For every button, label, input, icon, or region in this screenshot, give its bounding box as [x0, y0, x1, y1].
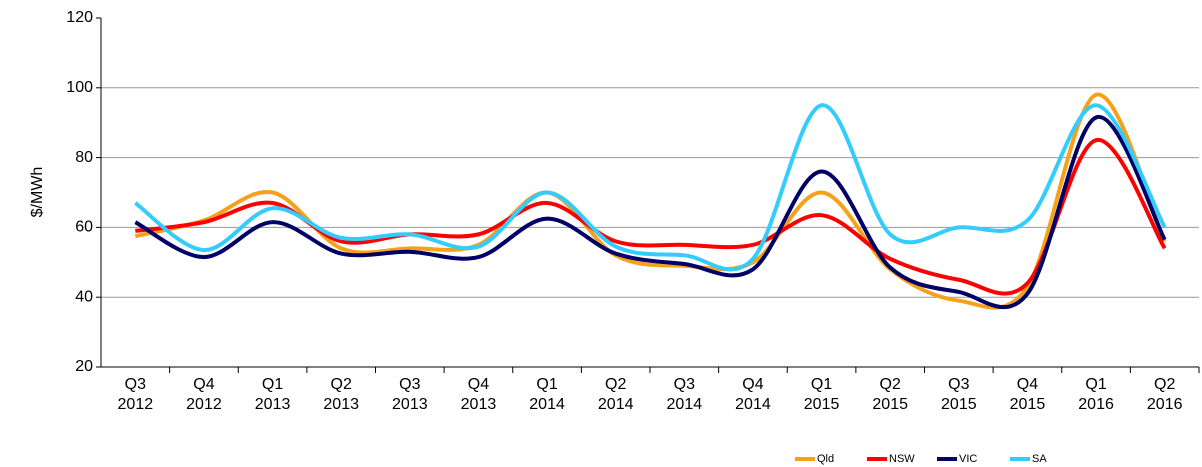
x-tick-label: Q3 2012	[117, 376, 154, 413]
y-axis-label: $/MWh	[29, 167, 46, 218]
x-tick-label: Q2 2016	[1146, 376, 1183, 413]
x-tick-label: Q4 2012	[186, 376, 222, 413]
series-line	[134, 103, 1167, 272]
series-line	[134, 92, 1167, 310]
x-tick-label: Q4 2013	[460, 376, 497, 413]
x-tick-label: Q1 2016	[1078, 376, 1114, 413]
y-tick-label: 120	[66, 9, 93, 26]
x-tick-label: Q4 2014	[735, 376, 771, 413]
x-tick-label: Q2 2015	[872, 376, 908, 413]
x-tick-label: Q2 2013	[323, 376, 359, 413]
y-tick-label: 60	[75, 219, 93, 236]
legend-label: NSW	[889, 453, 915, 465]
legend-label: VIC	[959, 453, 977, 465]
x-tick-label: Q1 2013	[254, 376, 291, 413]
legend-label: SA	[1032, 453, 1047, 465]
x-tick-label: Q3 2014	[666, 376, 703, 413]
y-tick-label: 40	[75, 288, 93, 305]
x-tick-label: Q1 2014	[529, 376, 565, 413]
x-tick-label: Q4 2015	[1009, 376, 1046, 413]
series-line	[134, 115, 1167, 309]
y-tick-label: 20	[75, 358, 93, 375]
x-tick-label: Q1 2015	[803, 376, 840, 413]
x-tick-label: Q3 2013	[392, 376, 428, 413]
y-tick-label: 100	[66, 79, 93, 96]
x-tick-label: Q2 2014	[597, 376, 634, 413]
y-tick-label: 80	[75, 149, 93, 166]
x-tick-label: Q3 2015	[941, 376, 977, 413]
legend-label: Qld	[817, 453, 834, 465]
series-line	[135, 138, 1167, 296]
